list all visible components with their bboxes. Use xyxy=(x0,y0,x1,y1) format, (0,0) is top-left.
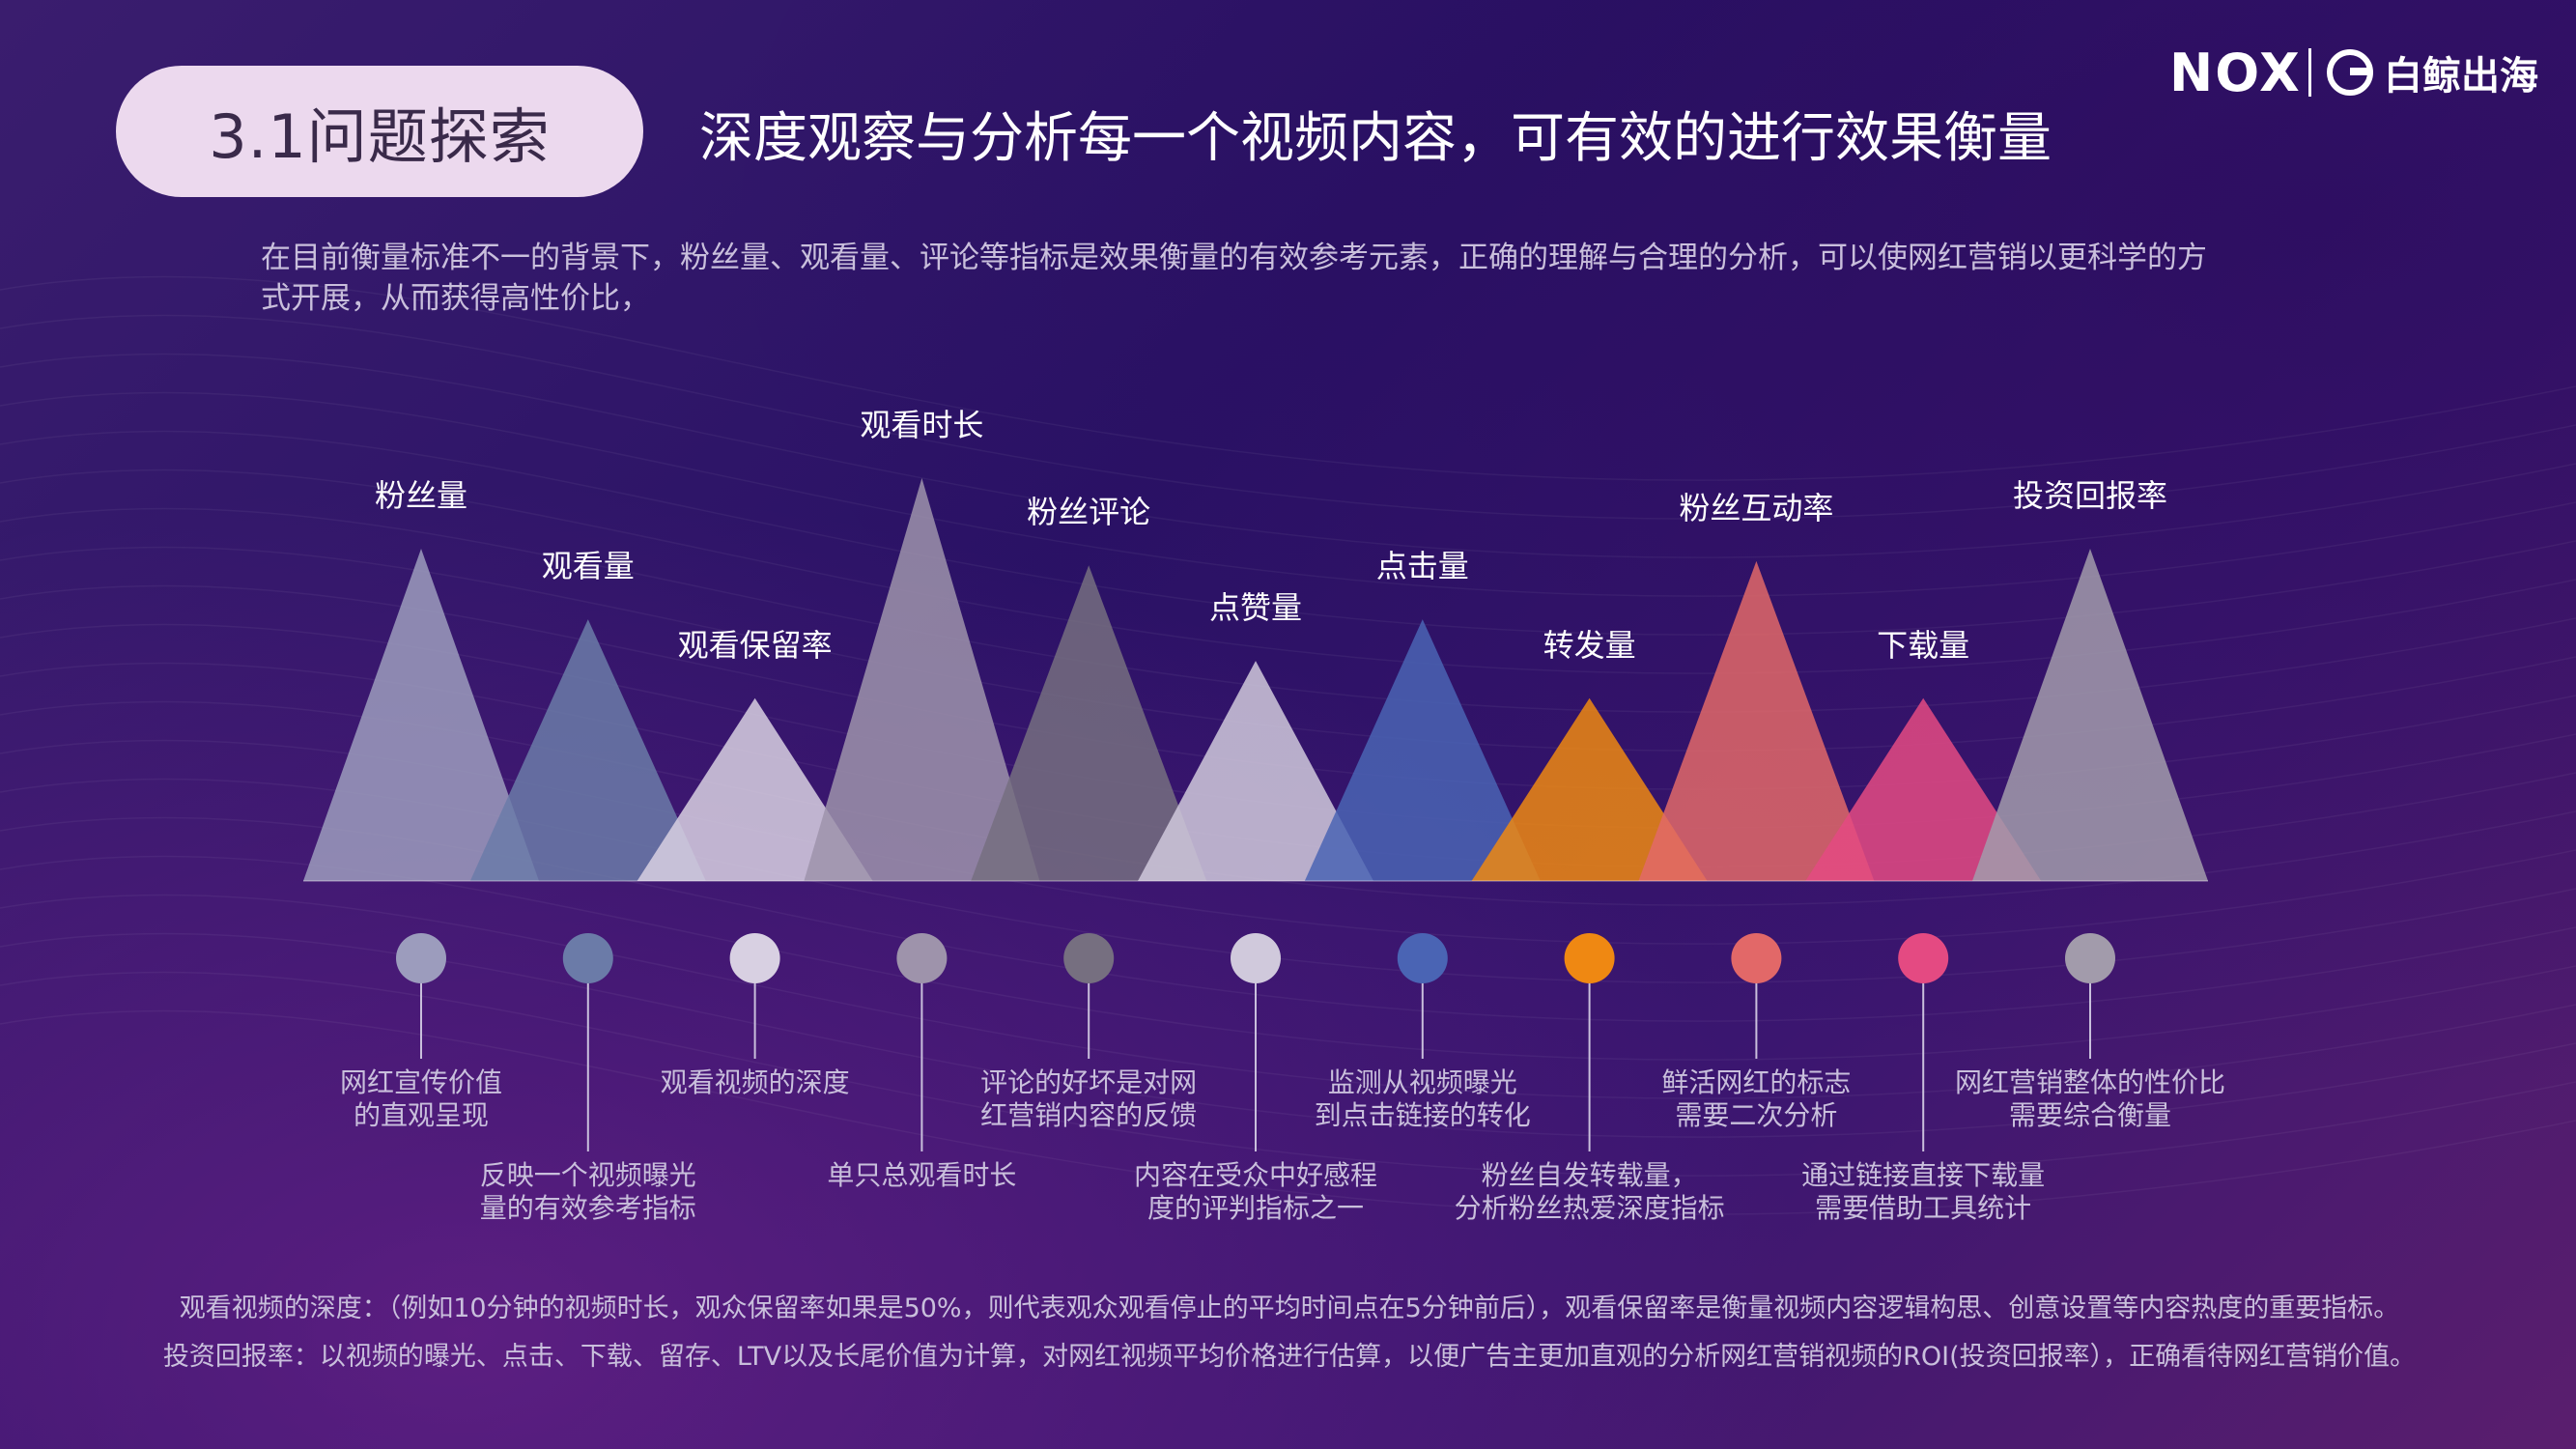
metric-description-line: 红营销内容的反馈 xyxy=(980,1099,1198,1131)
metric-description-line: 观看视频的深度 xyxy=(660,1066,850,1098)
metric-label-8: 粉丝互动率 xyxy=(1679,489,1834,526)
metric-label-7: 转发量 xyxy=(1543,626,1636,664)
metric-dot-1 xyxy=(562,933,613,983)
metric-description-line: 量的有效参考指标 xyxy=(479,1192,696,1224)
mountain-peak-3 xyxy=(804,477,1040,881)
metric-description-line: 评论的好坏是对网 xyxy=(980,1066,1198,1098)
mountain-peak-7 xyxy=(1471,697,1708,881)
metric-dot-0 xyxy=(396,933,446,983)
metric-description-5: 内容在受众中好感程 度的评判指标之一 xyxy=(1134,1159,1377,1225)
metric-label-2: 观看保留率 xyxy=(677,626,833,664)
metric-description-line: 鲜活网红的标志 xyxy=(1661,1066,1852,1098)
metric-dot-4 xyxy=(1063,933,1115,983)
metric-description-line: 粉丝自发转载量， xyxy=(1481,1159,1698,1191)
metric-description-line: 单只总观看时长 xyxy=(827,1159,1017,1191)
metric-label-1: 观看量 xyxy=(541,548,635,585)
metric-label-0: 粉丝量 xyxy=(374,477,468,514)
footnote-roi: 投资回报率：以视频的曝光、点击、下载、留存、LTV以及长尾价值为计算，对网红视频… xyxy=(162,1342,2417,1372)
metric-description-line: 需要借助工具统计 xyxy=(1815,1192,2032,1224)
logo-divider xyxy=(2308,48,2311,97)
metric-description-line: 度的评判指标之一 xyxy=(1146,1192,1365,1224)
metric-description-3: 单只总观看时长 xyxy=(827,1159,1016,1192)
metric-description-line: 通过链接直接下载量 xyxy=(1801,1159,2046,1191)
metric-description-line: 网红宣传价值 xyxy=(339,1066,503,1098)
metric-dot-8 xyxy=(1731,933,1782,983)
metric-label-6: 点击量 xyxy=(1375,548,1469,585)
metric-description-line: 分析粉丝热爱深度指标 xyxy=(1454,1192,1725,1224)
metric-description-line: 的直观呈现 xyxy=(353,1099,490,1131)
baijing-logo-text: 白鲸出海 xyxy=(2384,54,2538,99)
metric-description-line: 监测从视频曝光 xyxy=(1327,1066,1517,1098)
metric-description-7: 粉丝自发转载量， 分析粉丝热爱深度指标 xyxy=(1455,1159,1725,1225)
baijing-whale-icon xyxy=(2327,49,2373,96)
section-title: 3.1问题探索 xyxy=(209,101,551,172)
baijing-logo: 白鲸出海 xyxy=(2326,39,2538,106)
metric-description-10: 网红营销整体的性价比 需要综合衡量 xyxy=(1955,1066,2225,1132)
mountain-peak-2 xyxy=(637,697,873,881)
metric-dot-9 xyxy=(1898,933,1949,983)
metric-description-0: 网红宣传价值 的直观呈现 xyxy=(340,1066,502,1132)
metric-label-5: 点赞量 xyxy=(1208,589,1303,627)
metric-dot-10 xyxy=(2065,933,2115,983)
metric-description-line: 反映一个视频曝光 xyxy=(479,1159,696,1191)
metric-description-line: 内容在受众中好感程 xyxy=(1133,1159,1378,1191)
mountain-peak-0 xyxy=(303,549,539,881)
metric-description-line: 到点击链接的转化 xyxy=(1314,1099,1531,1131)
mountain-peak-10 xyxy=(1972,549,2208,881)
metric-dot-2 xyxy=(729,933,780,983)
mountain-peak-5 xyxy=(1138,661,1373,881)
metric-dot-3 xyxy=(896,933,948,983)
metric-description-6: 监测从视频曝光 到点击链接的转化 xyxy=(1315,1066,1531,1132)
metric-description-9: 通过链接直接下载量 需要借助工具统计 xyxy=(1801,1159,2045,1225)
metric-description-4: 评论的好坏是对网 红营销内容的反馈 xyxy=(980,1066,1197,1132)
mountain-peak-4 xyxy=(971,565,1207,881)
metric-dot-5 xyxy=(1231,933,1281,983)
nox-logo-text: NOX xyxy=(2169,42,2302,103)
metric-description-2: 观看视频的深度 xyxy=(661,1066,850,1099)
metric-description-1: 反映一个视频曝光 量的有效参考指标 xyxy=(480,1159,696,1225)
footnote-retention: 观看视频的深度：（例如10分钟的视频时长，观众保留率如果是50%，则代表观众观看… xyxy=(179,1293,2400,1323)
mountain-peak-6 xyxy=(1304,619,1541,881)
metric-description-line: 需要二次分析 xyxy=(1675,1099,1838,1131)
metric-description-8: 鲜活网红的标志 需要二次分析 xyxy=(1661,1066,1851,1132)
mountain-peak-1 xyxy=(469,619,706,881)
metric-label-4: 粉丝评论 xyxy=(1027,494,1151,531)
metric-description-line: 网红营销整体的性价比 xyxy=(1954,1066,2226,1098)
intro-paragraph: 在目前衡量标准不一的背景下，粉丝量、观看量、评论等指标是效果衡量的有效参考元素，… xyxy=(261,241,2207,316)
nox-logo: NOX xyxy=(2169,39,2302,106)
metric-description-line: 需要综合衡量 xyxy=(2008,1099,2172,1131)
metric-label-3: 观看时长 xyxy=(860,406,984,443)
headline: 深度观察与分析每一个视频内容，可有效的进行效果衡量 xyxy=(699,107,2052,170)
metric-label-9: 下载量 xyxy=(1877,626,1970,664)
section-title-pill: 3.1问题探索 xyxy=(116,66,643,197)
metric-dot-6 xyxy=(1397,933,1448,983)
metric-label-10: 投资回报率 xyxy=(2012,477,2168,514)
mountain-peak-9 xyxy=(1805,697,2042,881)
metric-dot-7 xyxy=(1564,933,1615,983)
mountain-peak-8 xyxy=(1638,560,1875,881)
